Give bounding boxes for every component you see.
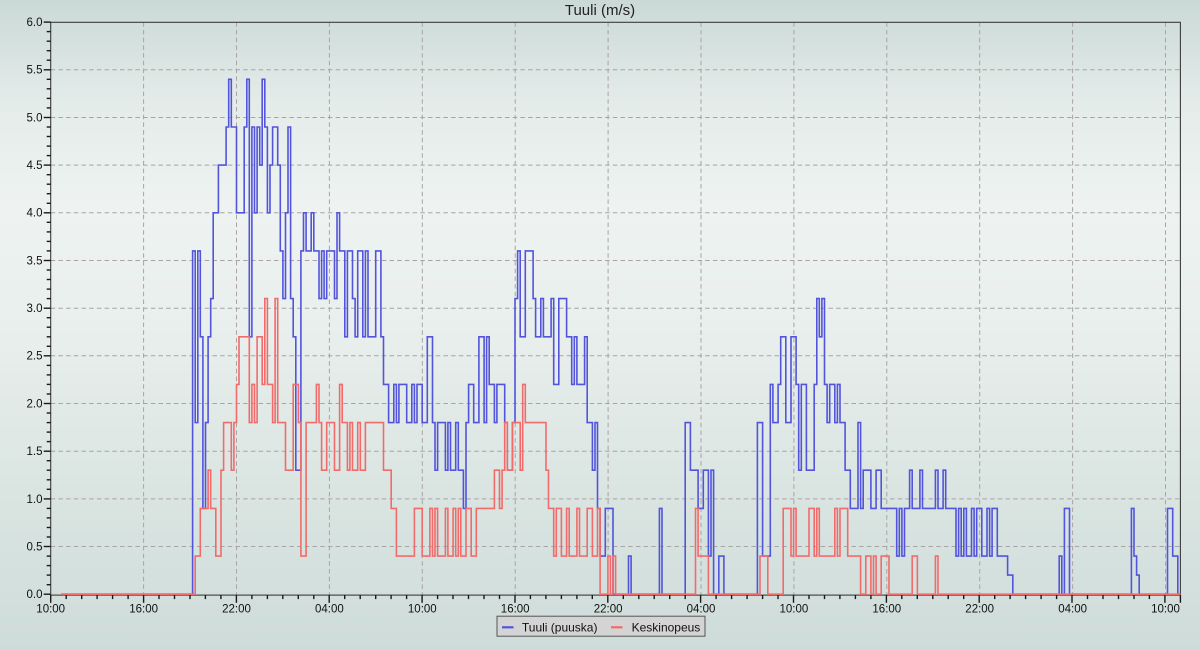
svg-text:22:00: 22:00: [594, 604, 623, 616]
svg-text:6.0: 6.0: [27, 17, 43, 29]
svg-text:16:00: 16:00: [872, 604, 901, 616]
svg-text:0.5: 0.5: [27, 541, 43, 553]
svg-text:04:00: 04:00: [687, 604, 716, 616]
svg-text:Tuuli (puuska): Tuuli (puuska): [522, 620, 598, 634]
svg-text:22:00: 22:00: [222, 604, 251, 616]
svg-text:0.0: 0.0: [27, 589, 43, 601]
svg-text:4.0: 4.0: [27, 208, 43, 220]
svg-text:4.5: 4.5: [27, 160, 43, 172]
svg-text:3.5: 3.5: [27, 255, 43, 267]
svg-text:2.5: 2.5: [27, 351, 43, 363]
svg-text:3.0: 3.0: [27, 303, 43, 315]
svg-text:5.0: 5.0: [27, 112, 43, 124]
svg-text:1.5: 1.5: [27, 446, 43, 458]
svg-text:Keskinopeus: Keskinopeus: [632, 620, 701, 634]
svg-text:04:00: 04:00: [315, 604, 344, 616]
svg-text:10:00: 10:00: [36, 604, 65, 616]
svg-text:2.0: 2.0: [27, 398, 43, 410]
svg-text:1.0: 1.0: [27, 494, 43, 506]
svg-text:Tuuli (m/s): Tuuli (m/s): [565, 2, 635, 19]
svg-text:16:00: 16:00: [501, 604, 530, 616]
svg-text:10:00: 10:00: [1151, 604, 1180, 616]
svg-text:10:00: 10:00: [408, 604, 437, 616]
svg-text:04:00: 04:00: [1058, 604, 1087, 616]
svg-text:22:00: 22:00: [965, 604, 994, 616]
svg-text:10:00: 10:00: [780, 604, 809, 616]
svg-text:16:00: 16:00: [129, 604, 158, 616]
svg-text:5.5: 5.5: [27, 65, 43, 77]
